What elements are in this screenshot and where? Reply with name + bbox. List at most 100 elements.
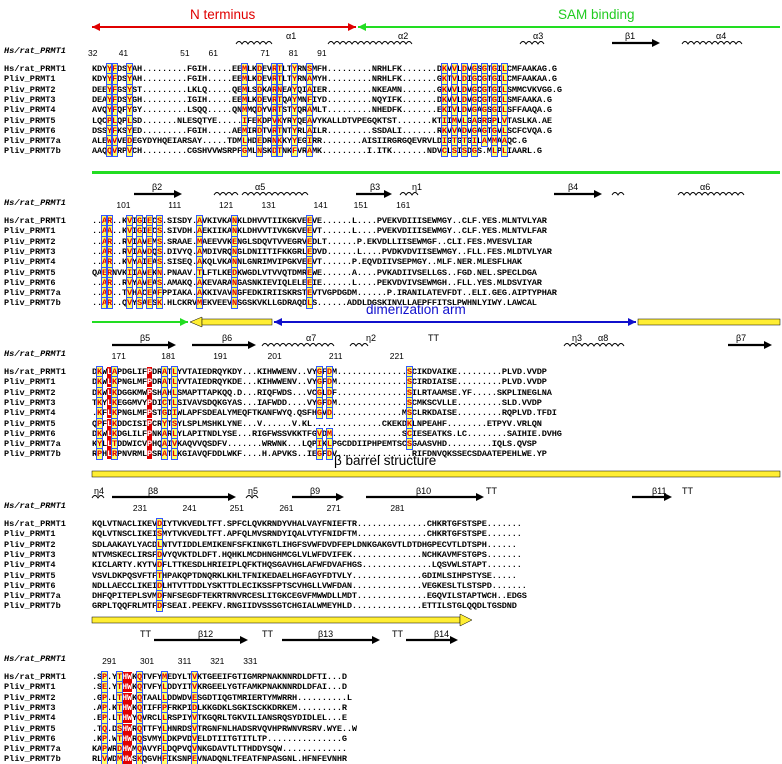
sequence-row: ..AR..RVIAVDQS.DIVYQ.AMDIVRQNGLDNIITIFKK… bbox=[92, 245, 552, 258]
sequence-name: Pliv_PRMT4 bbox=[4, 560, 56, 571]
ss-label: α1 bbox=[286, 31, 297, 41]
sequence-name: Pliv_PRMT3 bbox=[4, 702, 56, 713]
ss-label: β6 bbox=[222, 333, 233, 343]
sequence-row: DKWLAPDGLIFPDRATLYVTAIEDRQYKDY...KIHWWEN… bbox=[92, 366, 547, 378]
sequence-name: Pliv_PRMT3 bbox=[4, 397, 56, 408]
sequence-row: DHFQPITEPLSVMDFNFSEGDFTEKRTRNVRCESLITGKC… bbox=[92, 590, 527, 603]
sequence-name: Pliv_PRMT5 bbox=[4, 115, 56, 126]
sequence-name: Pliv_PRMT6 bbox=[4, 580, 56, 591]
sequence-row: GRPLTQQFRLMTFDFSEAI.PEEKFV.RNGIIDVSSSGTC… bbox=[92, 600, 517, 613]
sequence-name: Pliv_PRMT5 bbox=[4, 570, 56, 581]
ss-label: β5 bbox=[140, 333, 151, 343]
sequence-row: KQLVTNACLIKEVDIYTVKVEDLTFT.SPFCLQVKRNDYV… bbox=[92, 518, 522, 530]
dimerization-arrowhead-right bbox=[628, 318, 636, 326]
sequence-row: ..AA..KVIGIECS.SIVDH.AEKIIKANKLDHVVTIVKG… bbox=[92, 225, 547, 238]
sequence-row: VSVLDKPQSVFTFTHPAKQPTDNQRKLKHLTFNIKEDAEL… bbox=[92, 569, 517, 582]
sequence-row: TKYLKEGGMVYPDICTLSIVAVSDQKGYAS...IAFWDD.… bbox=[92, 396, 542, 409]
sequence-row: ..AR..RVIAVEMS.SRAAE.MAEEVVKENGLSDQVTVVE… bbox=[92, 235, 532, 248]
ss-label: η4 bbox=[94, 486, 105, 496]
ss-label: β4 bbox=[568, 182, 579, 192]
ss-label: β3 bbox=[370, 182, 381, 192]
ss-arrows-2 bbox=[134, 190, 602, 198]
sam-binding-label: SAM binding bbox=[558, 7, 635, 22]
sequence-row: DKWLKPNGLMFPDRATLYVTAIEDRQYKDE...KIHWWEN… bbox=[92, 376, 547, 389]
ss-label: α6 bbox=[700, 182, 711, 192]
sequence-row: ..AR..KVYAIEAS.SISEQ.AKQLVKANNLGNRIMVIPG… bbox=[92, 256, 522, 269]
sequence-row: DKWLKDGLILFPNKARLYLAPITNDLYSE...RIGFWSSV… bbox=[92, 427, 562, 440]
ss-arrows-5 bbox=[154, 636, 458, 644]
sequence-name: Pliv_PRMT7a bbox=[4, 136, 61, 147]
sequence-name: Pliv_PRMT7b bbox=[4, 449, 61, 460]
barrel-band-5 bbox=[91, 616, 461, 624]
sequence-name: Pliv_PRMT2 bbox=[4, 84, 56, 95]
ss-label: β1 bbox=[625, 31, 636, 41]
sequence-row: RPHLRPNVRMLPSRATLKGIAVQFDDLWKF....H.APVK… bbox=[92, 448, 547, 461]
sequence-name: Hs/rat_PRMT1 bbox=[4, 672, 66, 682]
ss-label: TT bbox=[428, 333, 439, 343]
ss-label: TT bbox=[486, 486, 497, 496]
sequence-name: Pliv_PRMT6 bbox=[4, 733, 56, 744]
barrel-band-3 bbox=[637, 318, 781, 326]
sequence-row: DEEYFGSYST.........LKLQ.....QEMLSDKARNEA… bbox=[92, 83, 562, 96]
sequence-row: .TQ.DSHWRQTTFYLHNRDSVTRGNFNLHADSRVQVHPRW… bbox=[92, 722, 357, 735]
sequence-name: Pliv_PRMT6 bbox=[4, 428, 56, 439]
n-terminus-arrowhead-left bbox=[92, 23, 100, 31]
sequence-name: Pliv_PRMT7b bbox=[4, 146, 61, 157]
sam-band-2 bbox=[92, 171, 780, 174]
ss-label: β14 bbox=[434, 629, 450, 639]
sequence-row: AVQYFQFYGY.........LSQQ.....QNMMQDYVRTST… bbox=[92, 104, 552, 117]
ss-label: α3 bbox=[533, 31, 544, 41]
sequence-row: .KFLKPNGLMFPSTGDIWLAPFSDEALYMEQFTKANFWYQ… bbox=[92, 407, 557, 420]
residue-numbers: 101 111 121 131 141 151 161 bbox=[88, 200, 411, 210]
sequence-name: Hs/rat_PRMT1 bbox=[4, 519, 66, 529]
sequence-row: LQCPLQPLSD.......NLESQTYE.....IFEKDPVKYR… bbox=[92, 114, 552, 127]
sequence-name: Pliv_PRMT4 bbox=[4, 408, 56, 419]
sequence-name: Pliv_PRMT7a bbox=[4, 591, 61, 602]
sequence-name: Hs/rat_PRMT1 bbox=[4, 64, 66, 74]
sequence-row: KQLVTNSCLIKEISMYTVKVEDLTFT.APFQLMVSRNDYI… bbox=[92, 528, 522, 541]
barrel-end-arrowhead bbox=[459, 613, 473, 627]
ss-label: α4 bbox=[716, 31, 727, 41]
sequence-name: Pliv_PRMT7b bbox=[4, 601, 61, 612]
ss-label: α7 bbox=[306, 333, 317, 343]
sequence-name: Pliv_PRMT1 bbox=[4, 226, 56, 237]
sequence-name: Pliv_PRMT3 bbox=[4, 246, 56, 257]
region-arrows-1 bbox=[92, 23, 780, 31]
n-terminus-arrowhead-right bbox=[348, 23, 356, 31]
sequence-row: QPFLKDDCISIPCRYTSYLSPLMSHKLYNE...V......… bbox=[92, 417, 542, 430]
sequence-row: SDLAAKAYLYACDLNTVTIDDLEMIKENFSFKINKGTLIH… bbox=[92, 538, 517, 551]
beta1-head bbox=[652, 39, 660, 47]
sequence-name: Pliv_PRMT3 bbox=[4, 94, 56, 105]
sequence-name: Hs/rat_PRMT1 bbox=[4, 367, 66, 377]
sequence-name: Pliv_PRMT5 bbox=[4, 267, 56, 278]
sequence-name: Pliv_PRMT1 bbox=[4, 377, 56, 388]
ss-label: η1 bbox=[412, 182, 423, 192]
sequence-row: NDLLAECCLIKEIDLHTVTTDDLYSKTTDLECIKSSFPTS… bbox=[92, 579, 527, 592]
ss-label: β12 bbox=[198, 629, 214, 639]
sequence-row: KYLLTDDWICVPHQAIVKAQVVQSDFV.......WRWNK.… bbox=[92, 438, 537, 451]
ss-label: η3 bbox=[572, 333, 583, 343]
sequence-name: Pliv_PRMT1 bbox=[4, 74, 56, 85]
residue-numbers: 291 301 311 321 331 bbox=[88, 656, 258, 666]
sequence-row: DEAYFDSYGH.........IGIH.....EEMLKDEVRTQA… bbox=[92, 93, 552, 106]
sequence-name: Pliv_PRMT2 bbox=[4, 236, 56, 247]
sequence-name: Pliv_PRMT4 bbox=[4, 257, 56, 268]
sequence-name: Pliv_PRMT5 bbox=[4, 723, 56, 734]
reference-sequence-label: Hs/rat_PRMT1 bbox=[4, 349, 66, 359]
sequence-name: Pliv_PRMT2 bbox=[4, 539, 56, 550]
n-terminus-label: N terminus bbox=[190, 7, 256, 22]
sequence-name: Pliv_PRMT1 bbox=[4, 682, 56, 693]
sequence-row: .SP.YTHWKQTVFYMEDYLTVKTGEEIFGTIGMRPNAKNN… bbox=[92, 671, 347, 683]
ss-label: TT bbox=[262, 629, 273, 639]
residue-numbers: 231 241 251 261 271 281 bbox=[88, 503, 405, 513]
sequence-row: .AP.KTHWKQTIFFPFRKPIDLKKGDKLSGKISCKKDRKE… bbox=[92, 701, 347, 714]
ss-arrows-3 bbox=[112, 341, 772, 349]
sequence-row: .KP.WTHWRQSVMYLDKPVDVELDTIITGTITLTP.....… bbox=[92, 732, 347, 745]
beta-barrel-label: β barrel structure bbox=[334, 453, 437, 468]
sequence-name: Pliv_PRMT6 bbox=[4, 277, 56, 288]
ss-label: β10 bbox=[416, 486, 432, 496]
dimerization-arrowhead-left bbox=[274, 318, 282, 326]
sequence-row: DKWLKDGGKMWPSHAHLSMAPTTAPKQQ.D...RIQFWDS… bbox=[92, 386, 552, 399]
ss-label: β2 bbox=[152, 182, 163, 192]
